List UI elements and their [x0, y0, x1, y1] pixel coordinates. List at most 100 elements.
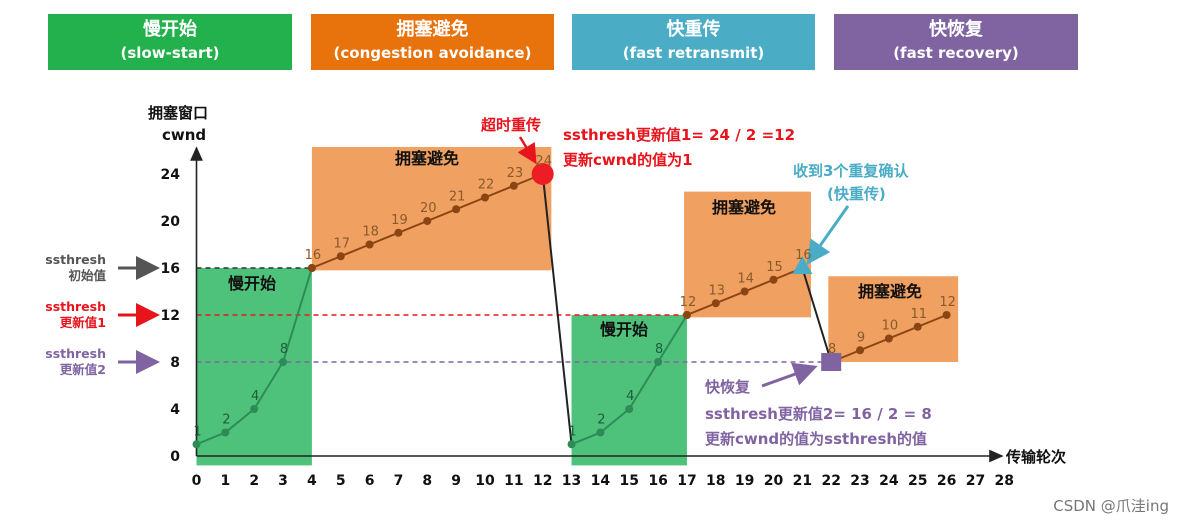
x-tick-label: 20 — [764, 473, 784, 489]
point-value-label: 8 — [828, 342, 836, 357]
point-value-label: 4 — [251, 389, 259, 404]
cwnd-point — [625, 405, 634, 413]
x-tick-label: 6 — [365, 473, 375, 489]
region-slow-start-1 — [196, 268, 312, 466]
side-label: ssthresh — [45, 252, 106, 267]
point-value-label: 2 — [597, 413, 605, 428]
x-tick-label: 13 — [562, 473, 581, 489]
cwnd-point — [423, 217, 432, 225]
fast-recovery-arrow — [761, 362, 818, 388]
y-tick-label: 8 — [170, 355, 180, 371]
cwnd-update-2-text: 更新cwnd的值为ssthresh的值 — [705, 430, 927, 448]
x-tick-label: 25 — [908, 473, 927, 489]
dup-ack-annotation-sub: (快重传) — [827, 185, 886, 203]
point-value-label: 22 — [478, 178, 495, 193]
x-axis-title: 传输轮次 — [1005, 448, 1066, 466]
dup-ack-arrow — [806, 205, 850, 265]
point-value-label: 8 — [280, 342, 288, 357]
phase-subtitle: (fast recovery) — [893, 44, 1019, 62]
point-value-label: 18 — [362, 225, 379, 240]
y-tick-label: 24 — [161, 167, 181, 183]
cwnd-point — [913, 322, 922, 331]
x-tick-label: 23 — [850, 473, 869, 489]
phase-title: 慢开始 — [143, 19, 197, 40]
region-label: 慢开始 — [228, 274, 276, 293]
cwnd-point — [365, 240, 374, 249]
x-tick-label: 10 — [475, 473, 495, 489]
point-value-label: 13 — [709, 283, 726, 298]
cwnd-update-1-text: 更新cwnd的值为1 — [563, 151, 693, 169]
x-tick-label: 11 — [504, 473, 523, 489]
region-label: 拥塞避免 — [858, 282, 922, 301]
point-value-label: 12 — [680, 295, 697, 310]
side-label-sub: 更新值2 — [60, 362, 106, 377]
point-value-label: 24 — [535, 154, 552, 169]
fast-recovery-marker — [821, 353, 842, 371]
x-tick-label: 7 — [394, 473, 404, 489]
point-value-label: 15 — [766, 260, 783, 275]
ssthresh-update-1-text: ssthresh更新值1= 24 / 2 =12 — [563, 126, 795, 144]
watermark: CSDN @爪洼ing — [1053, 497, 1169, 515]
cwnd-point — [221, 428, 230, 437]
phase-box-1: 慢开始 (slow-start) — [48, 14, 292, 70]
phase-title: 快恢复 — [929, 19, 983, 40]
point-value-label: 2 — [222, 413, 230, 428]
cwnd-point — [394, 228, 403, 237]
side-label: ssthresh — [45, 299, 106, 314]
timeout-annotation: 超时重传 — [480, 116, 541, 134]
cwnd-point — [884, 334, 893, 343]
region-label: 慢开始 — [600, 320, 648, 339]
phase-subtitle: (fast retransmit) — [622, 44, 765, 62]
x-tick-label: 24 — [879, 473, 899, 489]
cwnd-point — [856, 346, 865, 355]
x-tick-label: 3 — [278, 473, 288, 489]
point-value-label: 9 — [857, 330, 865, 345]
y-tick-label: 4 — [170, 402, 180, 418]
dup-ack-annotation: 收到3个重复确认 — [793, 162, 909, 180]
y-tick-label: 16 — [161, 261, 180, 277]
point-value-label: 14 — [737, 272, 754, 287]
x-tick-label: 22 — [821, 473, 840, 489]
fast-recovery-annotation: 快恢复 — [705, 378, 751, 396]
point-value-label: 20 — [420, 201, 437, 216]
x-tick-label: 0 — [192, 473, 202, 489]
x-tick-label: 5 — [336, 473, 346, 489]
point-value-label: 23 — [507, 166, 524, 181]
region-slow-start-2 — [571, 315, 687, 466]
phase-title: 快重传 — [666, 19, 721, 40]
x-tick-label: 17 — [677, 473, 696, 489]
phase-subtitle: (slow-start) — [120, 44, 220, 62]
y-tick-label: 12 — [161, 308, 180, 324]
cwnd-point — [740, 287, 749, 296]
x-tick-label: 19 — [735, 473, 754, 489]
cwnd-point — [509, 181, 518, 190]
phase-box-2: 拥塞避免 (congestion avoidance) — [311, 14, 554, 70]
point-value-label: 4 — [626, 389, 634, 404]
cwnd-point — [307, 264, 316, 272]
region-label: 拥塞避免 — [712, 198, 776, 217]
x-tick-label: 27 — [966, 473, 985, 489]
point-value-label: 11 — [910, 307, 927, 322]
point-value-label: 8 — [655, 342, 663, 357]
phase-title: 拥塞避免 — [396, 19, 469, 40]
x-tick-label: 26 — [937, 473, 956, 489]
cwnd-point — [192, 440, 201, 449]
timeout-drop-line — [541, 173, 573, 445]
cwnd-point — [942, 311, 951, 319]
region-label: 拥塞避免 — [395, 149, 459, 168]
phase-subtitle: (congestion avoidance) — [333, 44, 532, 62]
cwnd-point — [279, 358, 288, 366]
dup-ack-marker — [792, 256, 813, 274]
ssthresh-update-2-text: ssthresh更新值2= 16 / 2 = 8 — [705, 405, 932, 423]
point-value-label: 17 — [333, 236, 350, 251]
x-tick-label: 1 — [220, 473, 230, 489]
phase-box-4: 快恢复 (fast recovery) — [834, 14, 1078, 70]
cwnd-point — [769, 275, 778, 284]
cwnd-point — [452, 205, 461, 214]
cwnd-point — [654, 358, 663, 366]
side-label-sub: 更新值1 — [60, 315, 106, 330]
y-axis-title-sub: cwnd — [162, 126, 206, 144]
y-tick-label: 20 — [161, 214, 181, 230]
phase-box-3: 快重传 (fast retransmit) — [572, 14, 815, 70]
side-label-sub: 初始值 — [68, 268, 106, 283]
